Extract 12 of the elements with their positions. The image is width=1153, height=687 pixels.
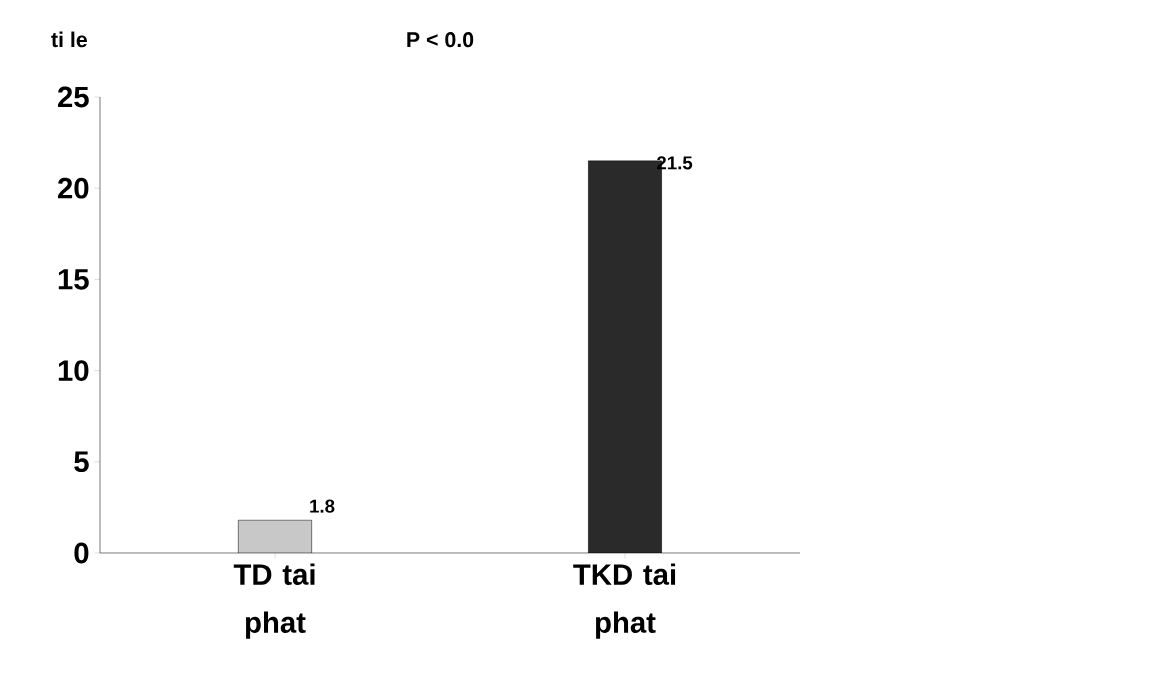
y-tick-label: 25 [58, 86, 89, 108]
y-tick-label: 15 [58, 269, 89, 290]
data-label: 1.8 [310, 499, 335, 513]
y-axis-title: ti le [51, 31, 87, 48]
data-label: 21.5 [657, 156, 693, 170]
y-tick-label: 0 [74, 542, 89, 564]
y-tick-label: 5 [74, 451, 89, 473]
x-tick-label: TKD tai phat [573, 563, 676, 639]
chart-title: P < 0.0 [407, 32, 474, 48]
x-tick-label: TD tai phat [233, 563, 315, 639]
y-tick-label: 10 [58, 360, 89, 381]
y-tick-label: 20 [58, 177, 89, 199]
